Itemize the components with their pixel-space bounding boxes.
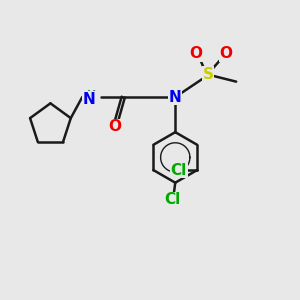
Text: N: N	[83, 92, 95, 107]
Text: O: O	[219, 46, 232, 61]
Text: H: H	[87, 90, 97, 100]
Text: Cl: Cl	[164, 192, 180, 207]
Text: O: O	[108, 119, 121, 134]
Text: Cl: Cl	[171, 163, 187, 178]
Text: N: N	[169, 90, 182, 105]
Text: O: O	[190, 46, 202, 61]
Text: S: S	[202, 67, 214, 82]
